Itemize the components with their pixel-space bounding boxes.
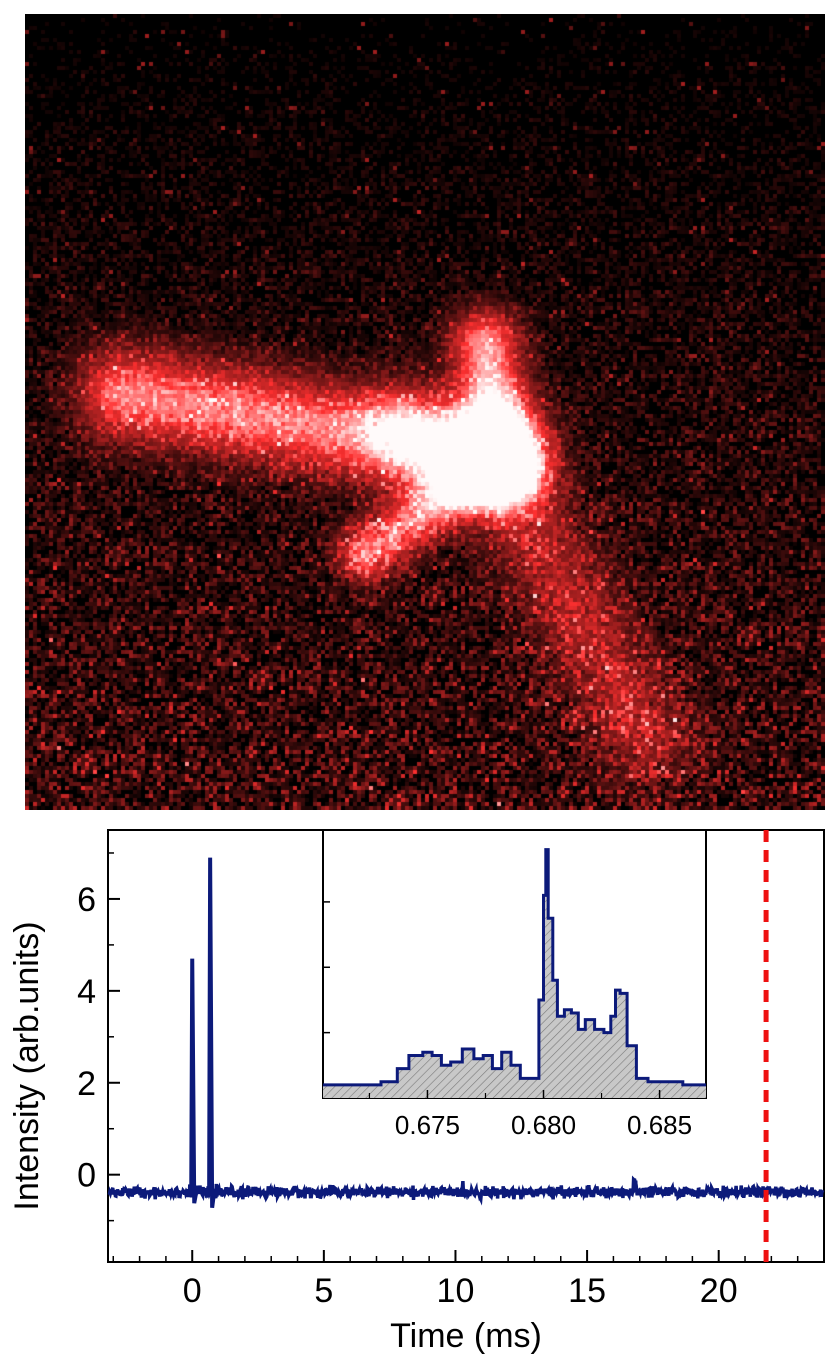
x-tick-label: 20: [700, 1272, 738, 1310]
y-tick-label: 0: [77, 1157, 96, 1195]
inset-x-tick-label: 0.680: [511, 1110, 576, 1140]
inset-frame: [322, 829, 707, 1099]
intensity-peak: [189, 958, 199, 1204]
fluorescence-image: [25, 14, 825, 810]
inset-x-tick-label: 0.685: [627, 1110, 692, 1140]
intensity-peak: [207, 857, 217, 1209]
intensity-trace: [107, 1175, 825, 1206]
y-tick-label: 2: [77, 1065, 96, 1103]
x-tick-label: 5: [314, 1272, 333, 1310]
x-tick-label: 0: [183, 1272, 202, 1310]
y-axis-label: Intensity (arb.units): [8, 921, 46, 1210]
inset-x-tick-label: 0.675: [395, 1110, 460, 1140]
y-tick-label: 4: [77, 973, 96, 1011]
inset-area-fill: [323, 849, 706, 1098]
y-tick-label: 6: [77, 881, 96, 919]
x-tick-label: 15: [568, 1272, 606, 1310]
main-plot-area: 0 5 10 15 20 0 2 4 6 0.675 0.680 0.685: [77, 829, 825, 1310]
x-axis-label: Time (ms): [390, 1317, 542, 1355]
inset-trace: [323, 848, 706, 1087]
intensity-time-plot: 0 5 10 15 20 0 2 4 6 0.675 0.680 0.685 Time (ms) In…: [8, 829, 825, 1355]
fluorescence-image-canvas: [25, 14, 825, 810]
x-tick-label: 10: [437, 1272, 475, 1310]
